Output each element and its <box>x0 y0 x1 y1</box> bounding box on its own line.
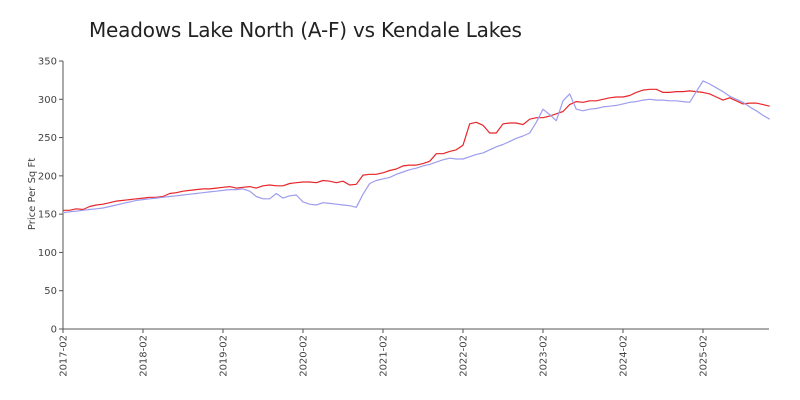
x-tick-label: 2024-02 <box>619 335 630 377</box>
series-line-1 <box>63 88 770 211</box>
x-tick-label: 2021-02 <box>379 335 390 377</box>
x-tick-label: 2023-02 <box>539 335 550 377</box>
axes: 0 50 100 150 200 250 300 350 2017-02 2018-02 2019-… <box>38 57 769 377</box>
x-tick-label: 2017-02 <box>59 335 70 377</box>
x-tick-label: 2019-02 <box>219 335 230 377</box>
y-tick-label: 300 <box>38 95 57 106</box>
x-tick-label: 2022-02 <box>459 335 470 377</box>
chart-title: Meadows Lake North (A-F) vs Kendale Lake… <box>89 18 522 42</box>
x-tick-label: 2018-02 <box>139 335 150 377</box>
x-tick-label: 2020-02 <box>299 335 310 377</box>
y-tick-label: 150 <box>38 210 57 221</box>
y-tick-label: 200 <box>38 171 57 182</box>
y-tick-label: 0 <box>51 325 57 336</box>
y-tick-label: 350 <box>38 57 57 68</box>
y-tick-label: 250 <box>38 133 57 144</box>
y-axis-title: Price Per Sq Ft <box>27 158 38 230</box>
series-line-2 <box>62 80 770 214</box>
y-tick-label: 100 <box>38 248 57 259</box>
x-tick-label: 2025-02 <box>699 335 710 377</box>
series-layer <box>62 80 770 214</box>
y-tick-label: 50 <box>44 286 57 297</box>
